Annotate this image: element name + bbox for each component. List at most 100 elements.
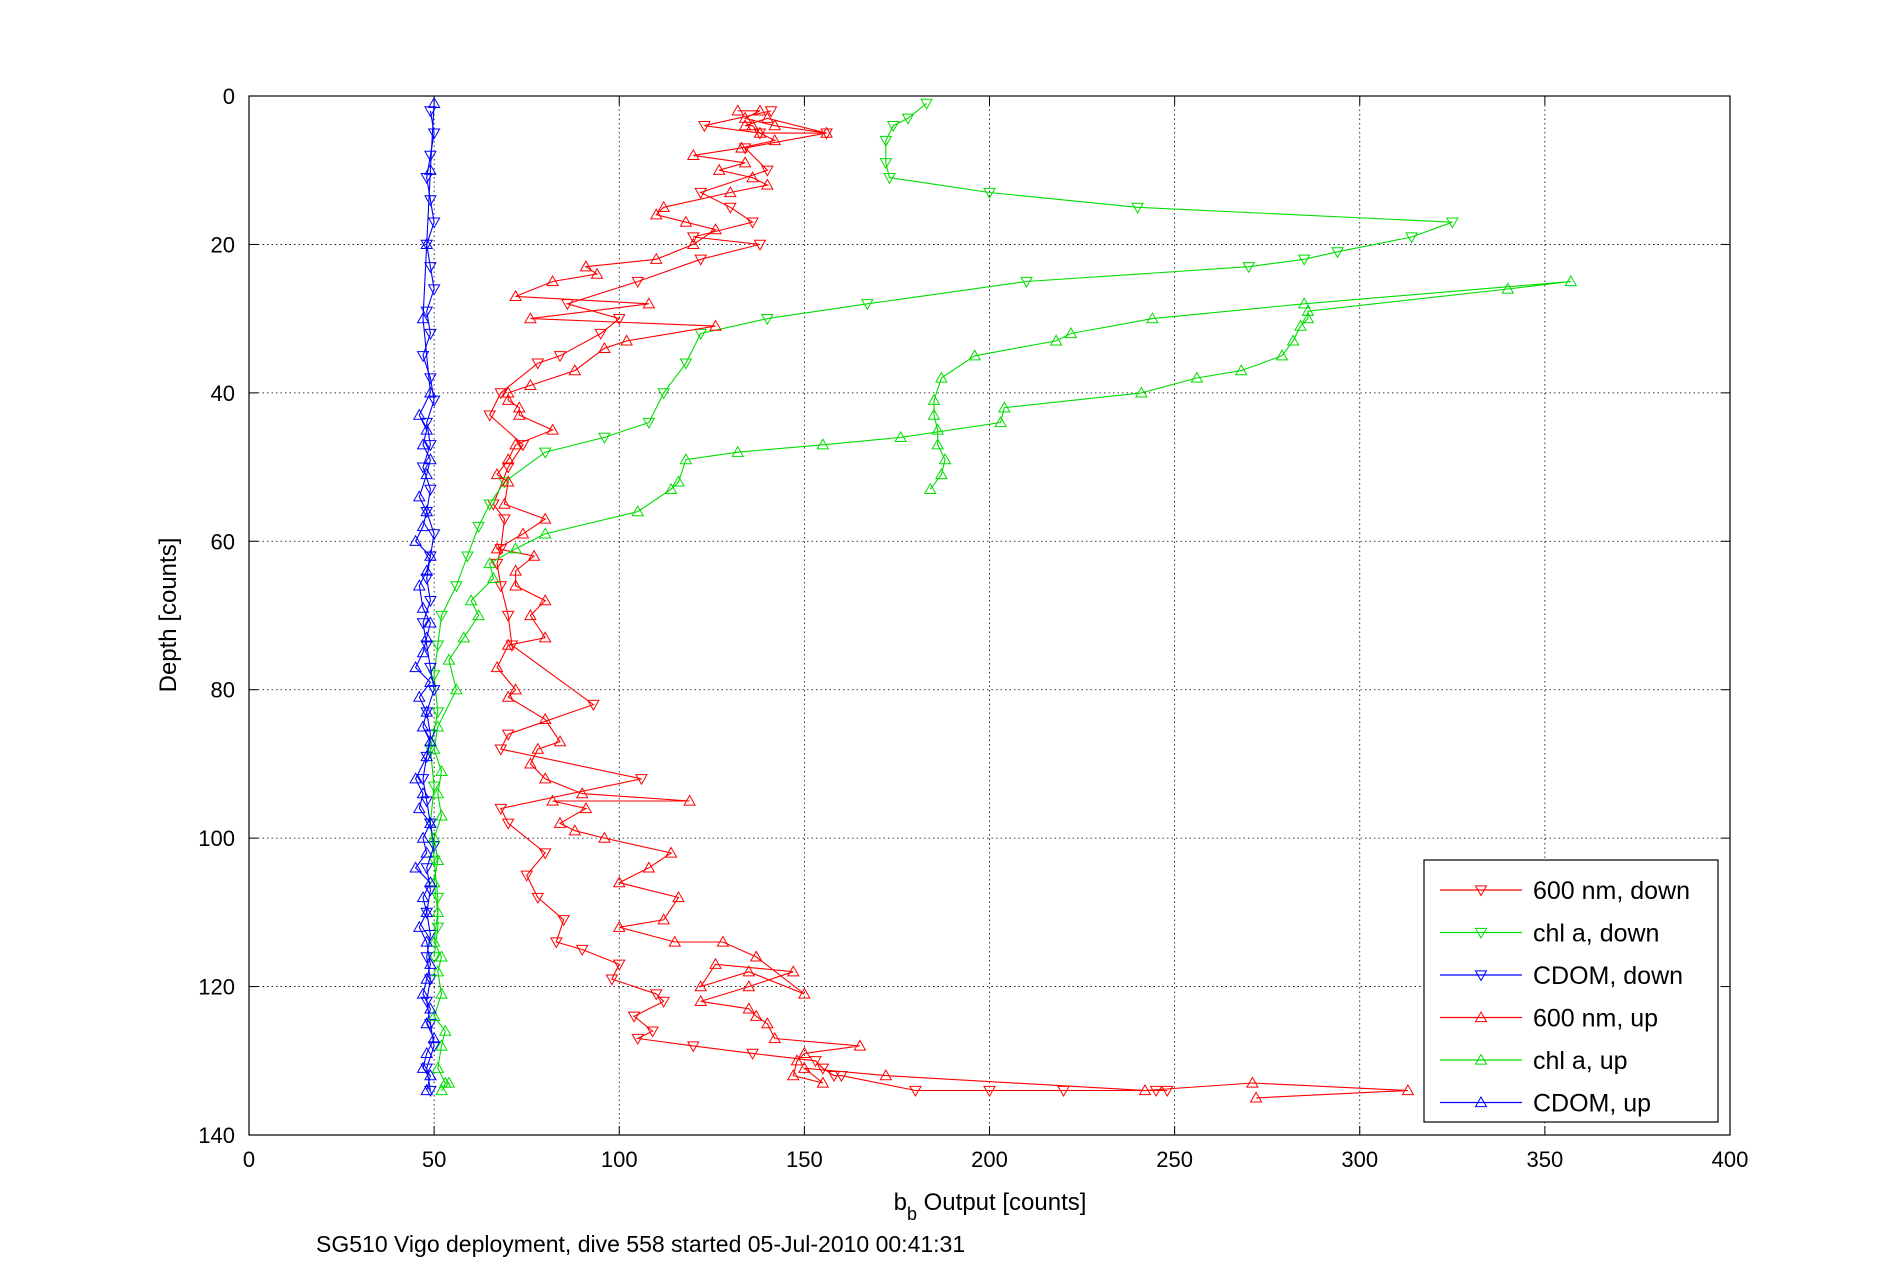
series-chl-a-up xyxy=(427,275,1578,1096)
data-point xyxy=(820,128,833,140)
data-point xyxy=(1134,386,1148,398)
data-point xyxy=(679,215,693,227)
data-point xyxy=(1049,334,1063,346)
data-point xyxy=(1020,276,1033,289)
data-point xyxy=(412,690,426,702)
data-point xyxy=(612,876,626,888)
data-point xyxy=(672,891,685,903)
data-point xyxy=(427,855,441,867)
data-point xyxy=(579,260,593,272)
data-point xyxy=(524,378,537,391)
data-point xyxy=(509,683,522,695)
data-point xyxy=(894,430,908,443)
series-line xyxy=(422,110,435,1091)
data-point xyxy=(1501,282,1515,294)
data-point xyxy=(424,816,437,828)
data-point xyxy=(416,720,430,732)
data-point xyxy=(416,774,430,786)
data-point xyxy=(420,907,434,919)
data-point xyxy=(738,119,752,131)
axis-ticks: 0 50 100 150 200 250 300 350 400 0 20 40 60 80 100 120 1… xyxy=(198,84,1748,1172)
data-point xyxy=(764,106,778,118)
data-point xyxy=(424,729,437,741)
data-point xyxy=(983,1085,996,1097)
data-point xyxy=(442,653,456,665)
data-point xyxy=(1286,334,1300,346)
data-point xyxy=(746,119,759,131)
data-point xyxy=(424,150,437,162)
data-point xyxy=(424,373,437,385)
data-point xyxy=(649,989,663,1001)
data-point xyxy=(686,148,700,160)
data-point xyxy=(798,1061,811,1073)
data-point xyxy=(427,96,441,109)
data-point xyxy=(509,289,522,302)
data-point xyxy=(424,929,437,942)
data-point xyxy=(668,935,682,947)
data-point xyxy=(490,542,504,554)
series-line xyxy=(489,110,1168,1092)
data-point xyxy=(427,217,441,229)
data-point xyxy=(649,252,663,264)
data-point xyxy=(431,1061,445,1073)
data-point xyxy=(420,705,434,717)
y-tick-label: 40 xyxy=(211,381,235,406)
data-point xyxy=(649,208,663,220)
data-point xyxy=(860,299,874,311)
data-point xyxy=(431,707,445,719)
legend-entry: 600 nm, down xyxy=(1533,877,1690,905)
data-point xyxy=(427,742,441,754)
series-line xyxy=(433,280,1571,1091)
x-tick-label: 400 xyxy=(1712,1147,1749,1172)
data-point xyxy=(746,217,759,229)
data-point xyxy=(1294,319,1307,331)
data-point xyxy=(679,453,693,465)
data-point xyxy=(731,445,745,457)
data-point xyxy=(424,1069,437,1081)
data-point xyxy=(1190,371,1204,383)
data-point xyxy=(516,527,530,539)
data-point xyxy=(409,660,422,673)
data-point xyxy=(994,416,1007,428)
data-point xyxy=(735,141,748,153)
data-point xyxy=(424,885,437,897)
data-point xyxy=(431,853,445,866)
data-point xyxy=(472,608,485,621)
data-point xyxy=(464,594,478,606)
series-chl-a-down xyxy=(424,98,1459,964)
data-point xyxy=(416,831,430,843)
legend-marker xyxy=(1474,1010,1488,1023)
data-point xyxy=(424,262,437,274)
data-point xyxy=(420,707,434,719)
data-point xyxy=(424,1085,437,1097)
data-point xyxy=(760,1017,774,1029)
data-point xyxy=(427,1032,441,1044)
data-point xyxy=(642,861,656,873)
data-point xyxy=(416,618,430,630)
data-point xyxy=(749,1009,763,1021)
data-point xyxy=(420,306,434,318)
data-point xyxy=(546,423,559,435)
data-point xyxy=(420,996,434,1008)
data-point xyxy=(424,551,437,563)
data-point xyxy=(416,312,430,324)
data-point xyxy=(546,794,559,806)
data-point xyxy=(816,1076,830,1088)
data-point xyxy=(931,423,945,435)
data-point xyxy=(416,351,430,363)
data-point xyxy=(568,364,582,376)
data-point xyxy=(501,475,515,487)
data-point xyxy=(420,417,434,430)
data-point xyxy=(438,1076,452,1088)
data-point xyxy=(483,557,497,569)
data-point xyxy=(424,195,437,207)
data-point xyxy=(427,395,441,407)
legend-marker xyxy=(1474,970,1488,982)
data-point xyxy=(424,549,437,561)
data-point xyxy=(457,631,471,643)
data-point xyxy=(746,171,759,183)
data-point xyxy=(531,358,545,370)
data-point xyxy=(435,987,448,999)
data-point xyxy=(1297,254,1311,266)
